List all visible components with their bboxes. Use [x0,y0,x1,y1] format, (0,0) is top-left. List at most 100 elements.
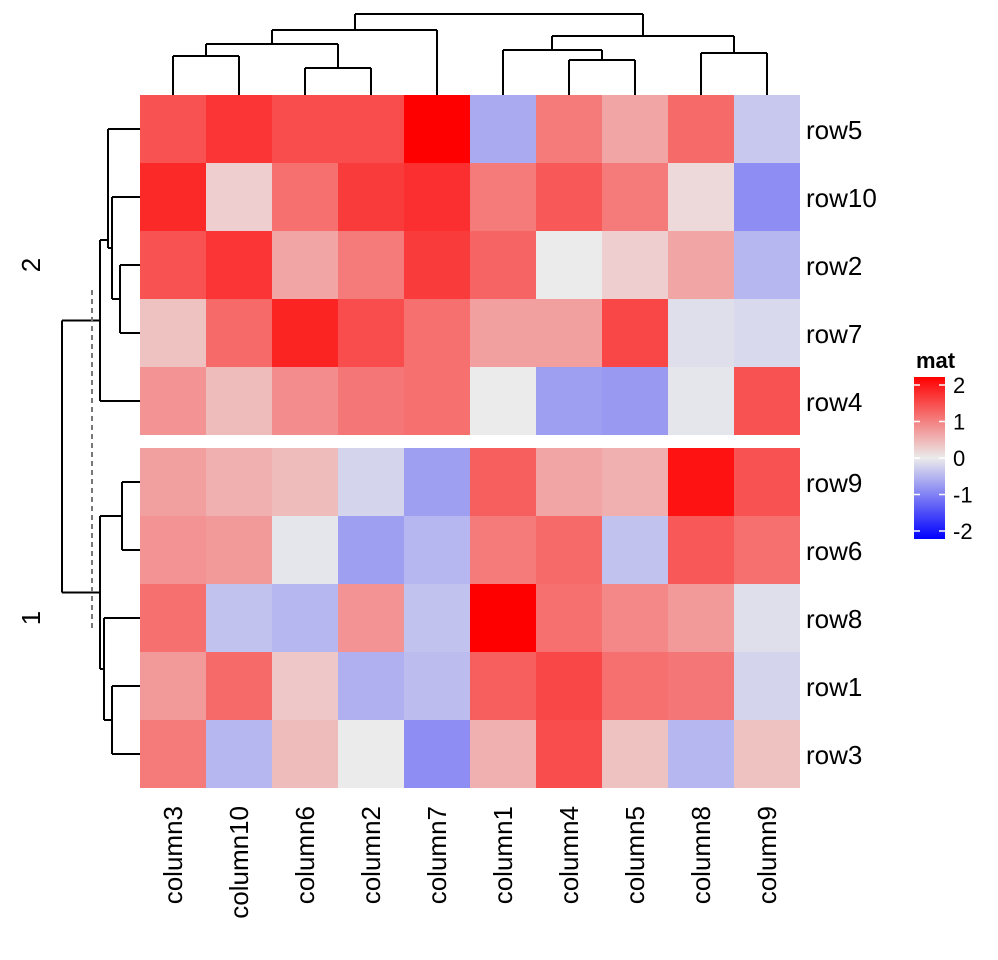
heatmap-cell-row6-column1 [470,516,536,584]
column-label-column5: column5 [620,806,650,904]
heatmap-cell-row5-column9 [734,95,800,163]
heatmap-cell-row7-column4 [536,299,602,367]
heatmap-cell-row3-column1 [470,720,536,788]
heatmap-cell-row5-column8 [668,95,734,163]
heatmap-cell-row6-column2 [338,516,404,584]
heatmap-cell-row4-column10 [206,367,272,435]
heatmap-cell-row1-column10 [206,652,272,720]
heatmap-cell-row4-column2 [338,367,404,435]
heatmap-cell-row8-column10 [206,584,272,652]
heatmap-cell-row8-column5 [602,584,668,652]
heatmap-cell-row2-column6 [272,231,338,299]
row-label-row5: row5 [806,115,862,145]
legend-tick-label: 1 [953,410,965,435]
heatmap-cell-row2-column10 [206,231,272,299]
row-label-row1: row1 [806,672,862,702]
heatmap-cell-row6-column5 [602,516,668,584]
column-label-column4: column4 [554,806,584,904]
heatmap-cell-row9-column6 [272,448,338,516]
heatmap-cell-row7-column9 [734,299,800,367]
heatmap-cell-row1-column8 [668,652,734,720]
heatmap-cell-row9-column5 [602,448,668,516]
heatmap-cells [140,95,800,788]
column-label-column3: column3 [158,806,188,904]
heatmap-cell-row9-column8 [668,448,734,516]
column-dendrogram [172,13,768,95]
row-label-row4: row4 [806,387,862,417]
column-label-column1: column1 [488,806,518,904]
heatmap-cell-row9-column2 [338,448,404,516]
heatmap-cell-row9-column7 [404,448,470,516]
row-label-row8: row8 [806,604,862,634]
row-label-row2: row2 [806,251,862,281]
column-label-column9: column9 [752,806,782,904]
heatmap-cell-row2-column1 [470,231,536,299]
heatmap-cell-row6-column10 [206,516,272,584]
heatmap-cell-row8-column6 [272,584,338,652]
row-label-row7: row7 [806,319,862,349]
column-label-column6: column6 [290,806,320,904]
heatmap-cell-row1-column2 [338,652,404,720]
column-label-column7: column7 [422,806,452,904]
legend-title: mat [916,348,956,373]
row-dendrogram [61,128,140,755]
heatmap-cell-row3-column10 [206,720,272,788]
row-label-row10: row10 [806,183,877,213]
heatmap-cell-row3-column5 [602,720,668,788]
column-label-column10: column10 [224,806,254,919]
heatmap-cell-row5-column3 [140,95,206,163]
heatmap-cell-row7-column3 [140,299,206,367]
heatmap-cell-row5-column1 [470,95,536,163]
heatmap-cell-row2-column3 [140,231,206,299]
heatmap-cell-row4-column9 [734,367,800,435]
heatmap-cell-row3-column9 [734,720,800,788]
heatmap-cell-row8-column7 [404,584,470,652]
heatmap-cell-row3-column7 [404,720,470,788]
heatmap-cell-row4-column4 [536,367,602,435]
heatmap-cell-row8-column2 [338,584,404,652]
heatmap-cell-row6-column4 [536,516,602,584]
heatmap-cell-row4-column5 [602,367,668,435]
legend-tick-label: 2 [953,373,965,398]
heatmap-cell-row1-column4 [536,652,602,720]
heatmap-cell-row2-column9 [734,231,800,299]
heatmap-cell-row10-column4 [536,163,602,231]
heatmap-cell-row1-column7 [404,652,470,720]
legend-tick-label: -1 [953,483,973,508]
column-label-column2: column2 [356,806,386,904]
heatmap-cell-row2-column7 [404,231,470,299]
heatmap-cell-row7-column6 [272,299,338,367]
heatmap-cell-row9-column10 [206,448,272,516]
heatmap-cell-row3-column2 [338,720,404,788]
heatmap-cell-row7-column5 [602,299,668,367]
heatmap-cell-row4-column6 [272,367,338,435]
heatmap-cell-row1-column5 [602,652,668,720]
heatmap-cell-row10-column1 [470,163,536,231]
heatmap-cell-row4-column8 [668,367,734,435]
heatmap-cell-row10-column8 [668,163,734,231]
heatmap-cell-row2-column4 [536,231,602,299]
row-labels: row5 row10 row2 row7 row4 row9 row6 row8 row1 row… [806,115,877,770]
column-label-column8: column8 [686,806,716,904]
heatmap-cell-row9-column4 [536,448,602,516]
heatmap-cell-row6-column6 [272,516,338,584]
heatmap-cell-row8-column1 [470,584,536,652]
heatmap-cell-row8-column8 [668,584,734,652]
legend-tick-label: 0 [953,446,965,471]
heatmap-cell-row8-column9 [734,584,800,652]
heatmap-cell-row6-column8 [668,516,734,584]
heatmap-cell-row1-column6 [272,652,338,720]
heatmap-cell-row9-column1 [470,448,536,516]
column-labels: column3 column10 column6 column2 column7 colu… [158,806,782,919]
heatmap-cell-row3-column6 [272,720,338,788]
heatmap-cell-row5-column7 [404,95,470,163]
heatmap-cell-row5-column2 [338,95,404,163]
heatmap-cell-row7-column7 [404,299,470,367]
heatmap-cell-row1-column3 [140,652,206,720]
heatmap-cell-row1-column9 [734,652,800,720]
heatmap-cell-row2-column8 [668,231,734,299]
heatmap-cell-row7-column8 [668,299,734,367]
heatmap-cell-row5-column4 [536,95,602,163]
